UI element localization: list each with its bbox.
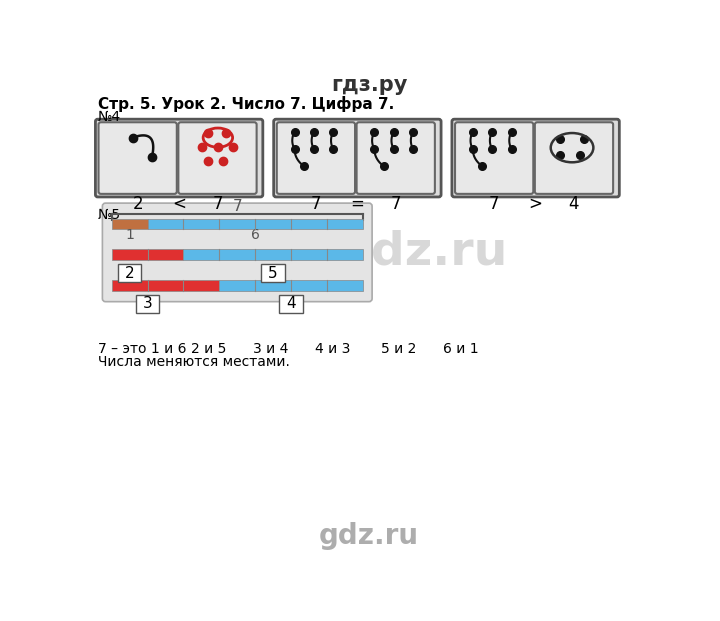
FancyBboxPatch shape bbox=[279, 295, 302, 313]
FancyBboxPatch shape bbox=[356, 122, 435, 194]
Text: Числа меняются местами.: Числа меняются местами. bbox=[98, 355, 289, 369]
FancyBboxPatch shape bbox=[179, 122, 256, 194]
Text: гдз.ру: гдз.ру bbox=[330, 75, 408, 94]
Bar bbox=[112, 249, 184, 260]
Text: 2: 2 bbox=[125, 266, 135, 281]
Text: №5: №5 bbox=[98, 209, 121, 222]
Text: 6 и 1: 6 и 1 bbox=[443, 342, 478, 356]
Bar bbox=[148, 219, 363, 229]
FancyBboxPatch shape bbox=[452, 119, 619, 197]
FancyBboxPatch shape bbox=[102, 203, 372, 302]
Text: 4 и 3: 4 и 3 bbox=[315, 342, 350, 356]
Text: 1: 1 bbox=[125, 229, 134, 242]
Text: 7: 7 bbox=[390, 195, 401, 213]
Text: №4: №4 bbox=[98, 110, 121, 124]
Text: =: = bbox=[351, 195, 364, 213]
Text: gdz.ru: gdz.ru bbox=[319, 522, 419, 550]
Text: 6: 6 bbox=[251, 229, 260, 242]
Text: 7: 7 bbox=[212, 195, 222, 213]
Text: >: > bbox=[528, 195, 543, 213]
Text: 3 и 4: 3 и 4 bbox=[253, 342, 288, 356]
Text: 7: 7 bbox=[489, 195, 500, 213]
Bar bbox=[220, 280, 363, 291]
Text: <: < bbox=[172, 195, 186, 213]
Text: gdz.ru: gdz.ru bbox=[338, 230, 508, 275]
FancyBboxPatch shape bbox=[99, 122, 177, 194]
Text: 2 и 5: 2 и 5 bbox=[191, 342, 226, 356]
FancyBboxPatch shape bbox=[136, 295, 159, 313]
Text: 7: 7 bbox=[233, 199, 242, 214]
FancyBboxPatch shape bbox=[276, 122, 355, 194]
Text: 2: 2 bbox=[132, 195, 143, 213]
Bar bbox=[112, 219, 148, 229]
Text: 7 – это 1 и 6: 7 – это 1 и 6 bbox=[98, 342, 186, 356]
Text: 4: 4 bbox=[287, 296, 296, 312]
Text: 3: 3 bbox=[143, 296, 153, 312]
Bar bbox=[184, 249, 363, 260]
FancyBboxPatch shape bbox=[455, 122, 534, 194]
FancyBboxPatch shape bbox=[261, 264, 284, 283]
Text: 7: 7 bbox=[310, 195, 321, 213]
FancyBboxPatch shape bbox=[535, 122, 613, 194]
Bar bbox=[112, 280, 220, 291]
Text: 5 и 2: 5 и 2 bbox=[381, 342, 416, 356]
FancyBboxPatch shape bbox=[118, 264, 141, 283]
Text: Стр. 5. Урок 2. Число 7. Цифра 7.: Стр. 5. Урок 2. Число 7. Цифра 7. bbox=[98, 96, 394, 112]
FancyBboxPatch shape bbox=[96, 119, 263, 197]
Text: 4: 4 bbox=[569, 195, 579, 213]
Text: 5: 5 bbox=[269, 266, 278, 281]
FancyBboxPatch shape bbox=[274, 119, 441, 197]
